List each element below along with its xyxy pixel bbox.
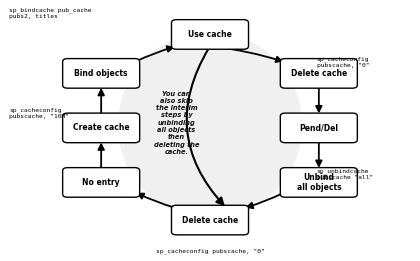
Text: sp_cacheconfig
pubscache, "0": sp_cacheconfig pubscache, "0" [317,57,369,68]
Text: Pend/Del: Pend/Del [299,123,339,132]
Ellipse shape [118,32,302,219]
Text: sp_bindcache pub_cache
pubs2, titles: sp_bindcache pub_cache pubs2, titles [9,7,92,19]
FancyBboxPatch shape [280,58,357,88]
FancyBboxPatch shape [63,168,140,197]
FancyBboxPatch shape [280,168,357,197]
FancyBboxPatch shape [63,113,140,143]
FancyBboxPatch shape [63,58,140,88]
Text: sp_cacheconfig pubscache, "0": sp_cacheconfig pubscache, "0" [156,248,264,254]
Text: You can
also skip
the interim
steps by
unbinding
all objects
then
deleting the
c: You can also skip the interim steps by u… [154,91,199,155]
Text: Create cache: Create cache [73,123,129,132]
Text: sp_cacheconfig
pubscache, "10M": sp_cacheconfig pubscache, "10M" [9,107,69,118]
FancyBboxPatch shape [171,20,249,49]
Text: Unbind
all objects: Unbind all objects [297,173,341,192]
Text: No entry: No entry [82,178,120,187]
Text: Delete cache: Delete cache [291,69,347,78]
Text: Delete cache: Delete cache [182,216,238,224]
Text: Bind objects: Bind objects [74,69,128,78]
Text: sp_unbindcache
pubscache "all": sp_unbindcache pubscache "all" [317,168,373,180]
FancyBboxPatch shape [171,205,249,235]
Text: Use cache: Use cache [188,30,232,39]
FancyBboxPatch shape [280,113,357,143]
